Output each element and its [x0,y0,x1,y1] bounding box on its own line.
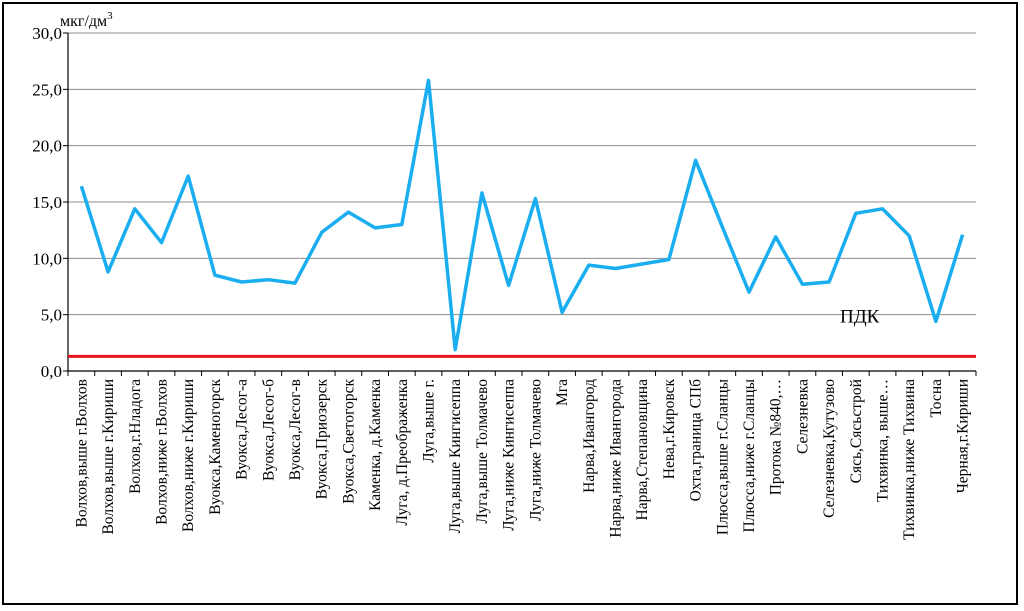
y-unit-superscript: 3 [107,10,113,22]
x-tick-label: Волхов,выше г.Волхов [73,379,90,527]
y-unit-label: мкг/дм3 [60,10,113,30]
x-tick-label: Луга,выше Кингисеппа [447,379,464,534]
x-tick-label: Сясь,Сясьстрой [848,379,865,483]
y-tick-label: 5,0 [41,306,62,325]
x-tick-label: Каменка, д.Каменка [367,379,384,511]
x-tick-label: Тихвинка,ниже Тихвина [901,379,918,540]
x-tick-label: Луга,выше Толмачево [474,379,491,524]
x-tick-label: Луга,ниже Кингисеппа [501,379,518,531]
axes [63,32,977,376]
x-tick-label: Волхов,выше г.Кириши [100,379,117,535]
x-tick-label: Охта,граница СПб [688,379,705,501]
chart-frame: 0,0 5,0 10,0 15,0 20,0 25,0 30,0 Волхов,выше г… [2,2,1018,605]
x-tick-label: Нева,г.Кировск [661,379,678,480]
x-tick-label: Нарва,Ивангород [581,379,598,493]
x-tick-label: Селезневка [794,379,811,454]
x-tick-label: Волхов,ниже г.Волхов [153,379,170,525]
y-tick-label: 10,0 [32,249,62,268]
gridlines [68,32,976,316]
y-tick-label: 15,0 [32,193,62,212]
x-tick-label: Волхов,ниже г.Кириши [180,379,197,532]
x-tick-label: Тихвинка, выше… [875,379,892,502]
x-tick-label: Нарва,Степановщина [634,379,651,521]
x-tick-label: Плюсса,выше г.Сланцы [714,378,731,535]
x-tick-label: Вуокса,Каменогорск [207,379,224,515]
x-tick-label: Вуокса,Лесог-а [234,379,251,480]
y-tick-labels: 0,0 5,0 10,0 15,0 20,0 25,0 30,0 [32,24,62,381]
x-tick-labels: Волхов,выше г.Волхов Волхов,выше г.Кириши… [73,378,971,539]
y-tick-label: 20,0 [32,137,62,156]
x-tick-label: Плюсса,ниже г.Сланцы [741,378,758,532]
x-tick-label: Селезневка,Кутузово [821,379,838,518]
x-tick-label: Нарва,ниже Ивангорода [607,379,624,538]
x-tick-label: Волхов,г.Нладога [127,379,144,494]
x-tick-label: Протока №840,… [768,379,785,495]
y-tick-label: 30,0 [32,24,62,43]
x-tick-label: Вуокса,Светогорск [340,379,357,504]
x-tick-label: Вуокса,Лесог-б [260,379,277,481]
x-tick-label: Вуокса,Лесог-в [287,379,304,480]
x-tick-label: Черная,г.Кириши [955,379,972,493]
x-tick-label: Луга, д.Преображенка [394,379,411,526]
x-tick-label: Луга,ниже Толмачево [527,379,544,521]
x-tick-label: Луга,выше г. [421,379,438,463]
series-line [79,78,965,352]
pdk-label: ПДК [840,307,880,328]
x-tick-label: Вуокса,Приозерск [314,379,331,500]
x-tick-label: Тосна [928,379,945,418]
y-unit-text: мкг/дм [60,13,107,30]
x-tick-label: Мга [554,379,571,406]
y-tick-label: 25,0 [32,80,62,99]
y-tick-label: 0,0 [41,362,62,381]
line-chart: 0,0 5,0 10,0 15,0 20,0 25,0 30,0 Волхов,выше г… [32,10,977,540]
